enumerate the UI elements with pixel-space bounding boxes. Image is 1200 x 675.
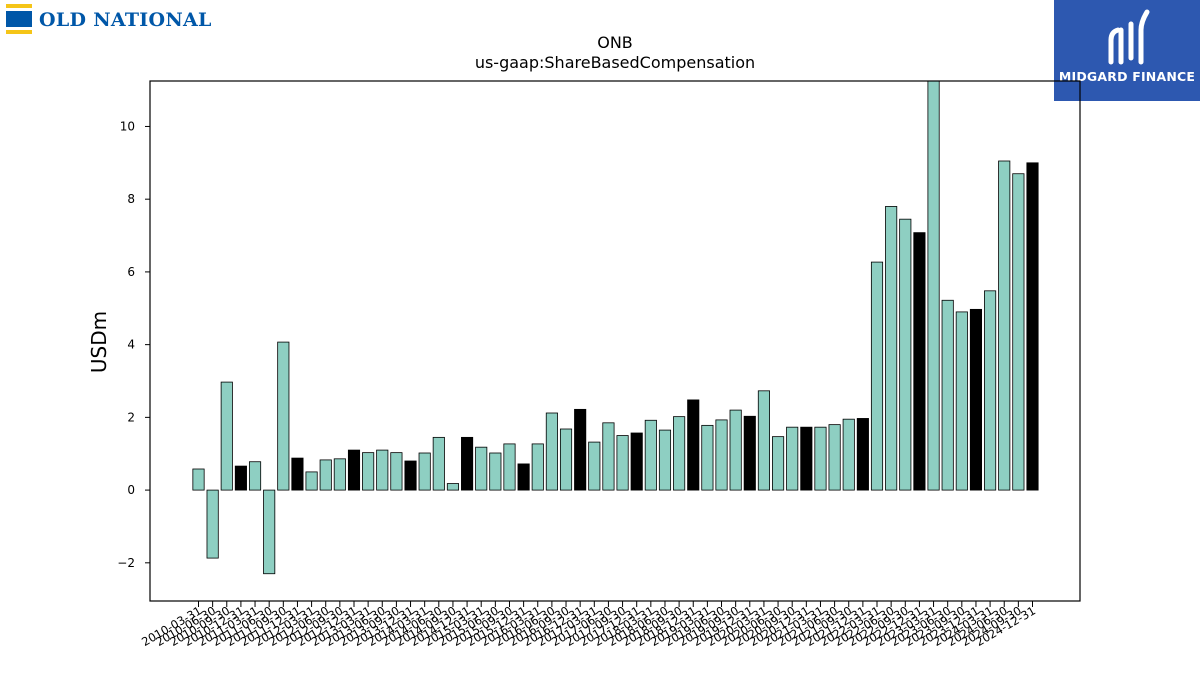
bar-2012-09-30 <box>333 458 346 491</box>
bar-2024-09-30 <box>1012 173 1025 491</box>
bar-2024-12-31 <box>1026 162 1039 491</box>
plot-frame <box>149 80 1081 602</box>
bar-2015-06-30 <box>489 452 502 491</box>
bar-2013-12-31 <box>404 460 417 491</box>
bar-2010-09-30 <box>220 381 233 491</box>
bar-2013-09-30 <box>390 452 403 491</box>
brand-left-logo: OLD NATIONAL <box>6 4 236 38</box>
bar-2020-06-30 <box>772 436 785 491</box>
bar-2018-12-31 <box>687 399 700 491</box>
bar-2015-09-30 <box>503 443 516 491</box>
y-tick-label: −2 <box>117 556 135 570</box>
onb-bank-mark-icon <box>6 4 32 34</box>
y-tick-label: 4 <box>127 338 135 352</box>
bar-2015-03-31 <box>475 446 488 491</box>
bar-2011-09-30 <box>277 341 290 491</box>
bar-2017-06-30 <box>602 422 615 491</box>
brand-right-name: MIDGARD FINANCE <box>1058 69 1196 84</box>
bar-2021-12-31 <box>856 418 869 491</box>
bar-2019-06-30 <box>715 419 728 491</box>
bar-2022-09-30 <box>899 218 912 491</box>
bar-2012-03-31 <box>305 471 318 491</box>
bar-2019-12-31 <box>743 415 756 491</box>
bar-2020-09-30 <box>786 426 799 491</box>
bar-2014-03-31 <box>418 452 431 491</box>
bar-2011-03-31 <box>248 461 262 491</box>
bar-2023-12-31 <box>969 308 983 491</box>
bar-2016-09-30 <box>559 428 573 491</box>
chart-subtitle: us-gaap:ShareBasedCompensation <box>475 53 755 72</box>
bar-2013-06-30 <box>376 449 389 491</box>
y-tick-label: 10 <box>120 119 135 133</box>
y-tick-label: 0 <box>127 483 135 497</box>
y-tick-label: 6 <box>127 265 135 279</box>
bars <box>192 80 1039 575</box>
bar-2024-06-30 <box>998 160 1011 491</box>
bar-2018-09-30 <box>673 416 686 491</box>
brand-left-name: OLD NATIONAL <box>39 9 212 31</box>
bar-2022-03-31 <box>870 261 884 491</box>
bar-2011-06-30 <box>263 489 276 575</box>
bar-2023-03-31 <box>927 80 940 491</box>
bar-2021-06-30 <box>828 424 841 491</box>
y-tick-label: 8 <box>127 192 135 206</box>
midgard-logo-icon <box>1108 9 1150 65</box>
bar-2018-06-30 <box>658 429 672 491</box>
bar-2022-12-31 <box>913 232 926 491</box>
bar-2023-06-30 <box>941 299 954 491</box>
y-axis-label: USDm <box>87 311 111 373</box>
y-tick-label: 2 <box>127 410 135 424</box>
bar-2010-03-31 <box>192 468 205 491</box>
bar-2015-12-31 <box>517 463 530 491</box>
bar-2020-12-31 <box>800 426 813 491</box>
bar-2019-03-31 <box>701 424 714 491</box>
bar-2021-03-31 <box>814 426 827 491</box>
bar-2017-12-31 <box>630 432 643 491</box>
bar-2022-06-30 <box>885 206 898 491</box>
bar-2021-09-30 <box>842 418 855 491</box>
bar-2016-03-31 <box>531 443 544 491</box>
bar-2012-06-30 <box>319 459 332 491</box>
bar-2010-06-30 <box>206 489 219 559</box>
bar-2013-03-31 <box>362 452 375 491</box>
bar-2012-12-31 <box>347 449 361 491</box>
bar-2017-03-31 <box>588 441 601 491</box>
bar-2023-09-30 <box>955 311 968 491</box>
bar-2011-12-31 <box>291 457 304 491</box>
brand-right-logo: MIDGARD FINANCE <box>1054 0 1200 101</box>
bar-2017-09-30 <box>616 435 629 491</box>
chart-title: ONB <box>597 33 633 52</box>
bar-2018-03-31 <box>644 419 657 491</box>
x-axis-ticks: 2010-03-312010-06-302010-09-302010-12-31… <box>139 601 1038 649</box>
bar-2010-12-31 <box>234 465 247 491</box>
bar-2014-12-31 <box>461 436 474 491</box>
bar-2024-03-31 <box>984 290 997 491</box>
bar-2020-03-31 <box>757 390 770 491</box>
bar-2019-09-30 <box>729 409 742 491</box>
bar-2014-06-30 <box>432 436 445 491</box>
y-axis-ticks: −2 0 2 4 6 8 10 <box>117 119 150 570</box>
bar-2016-12-31 <box>574 408 587 491</box>
bar-2016-06-30 <box>545 412 558 491</box>
bar-2014-09-30 <box>446 483 460 491</box>
